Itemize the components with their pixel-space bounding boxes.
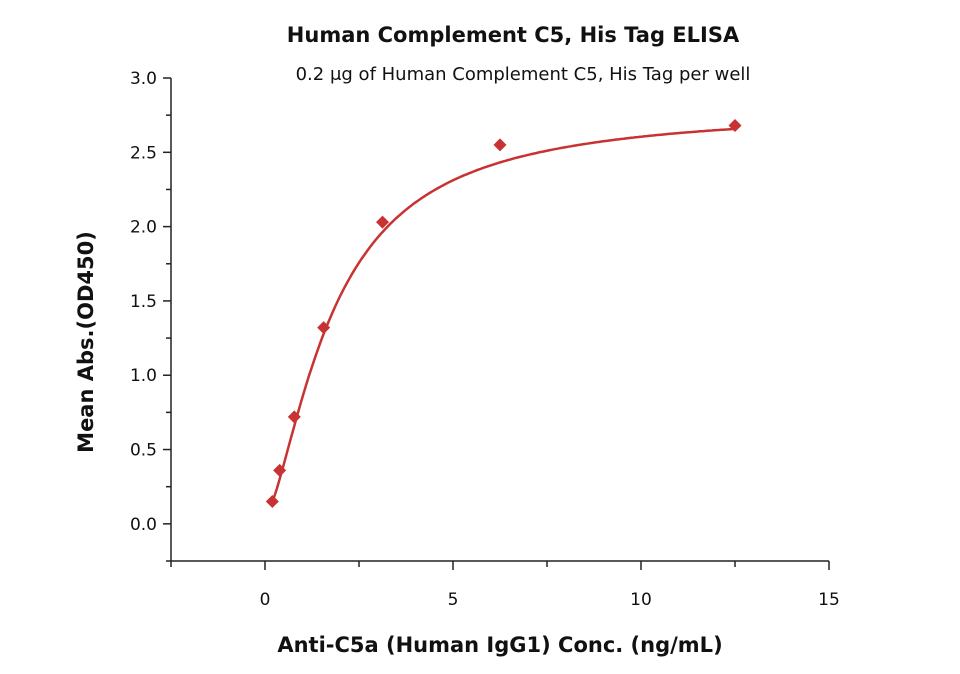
y-tick-label: 1.0 [130, 366, 157, 386]
data-point [493, 138, 507, 152]
chart-title: Human Complement C5, His Tag ELISA [287, 23, 740, 47]
axes: 0.0 0.5 1.0 1.5 2.0 2.5 3.0 0 5 10 15 [130, 69, 840, 610]
x-tick-label: 0 [260, 590, 271, 610]
y-axis-title: Mean Abs.(OD450) [74, 231, 98, 453]
x-axis-title: Anti-C5a (Human IgG1) Conc. (ng/mL) [277, 633, 722, 657]
data-point [728, 119, 742, 133]
y-tick-label: 3.0 [130, 69, 157, 89]
y-tick-label: 0.5 [130, 441, 157, 461]
data-marks [265, 119, 742, 509]
y-tick-label: 0.0 [130, 515, 157, 535]
y-tick-label: 2.5 [130, 143, 157, 163]
data-point [287, 410, 301, 424]
y-tick-label: 1.5 [130, 292, 157, 312]
x-tick-label: 10 [630, 590, 652, 610]
data-point [273, 463, 287, 477]
x-tick-label: 15 [818, 590, 840, 610]
fit-curve [271, 127, 736, 503]
chart-subtitle: 0.2 μg of Human Complement C5, His Tag p… [296, 64, 751, 85]
y-tick-label: 2.0 [130, 218, 157, 238]
data-point [265, 495, 279, 509]
x-tick-label: 5 [448, 590, 459, 610]
data-point [317, 321, 331, 335]
data-point [376, 215, 389, 229]
